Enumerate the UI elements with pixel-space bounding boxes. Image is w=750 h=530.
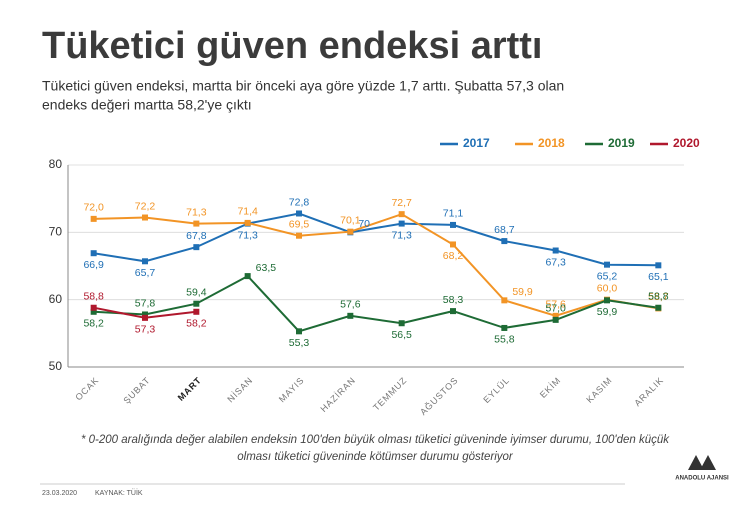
data-label: 72,7 [391, 197, 412, 209]
data-label: 57,6 [545, 299, 566, 311]
data-label: 57,6 [340, 299, 361, 311]
point-marker [142, 214, 148, 221]
data-label: 67,8 [186, 230, 207, 242]
point-marker [604, 261, 610, 268]
series-line [93, 212, 659, 267]
data-label: 71,3 [237, 229, 258, 241]
data-label: 55,3 [289, 337, 310, 349]
point-marker [655, 262, 662, 269]
y-tick-label: 80 [49, 157, 63, 171]
point-marker [501, 297, 508, 304]
footnote: olması tüketici güveninde kötümser durum… [237, 451, 514, 463]
y-tick-label: 50 [49, 359, 63, 373]
point-marker [244, 273, 251, 280]
point-marker [296, 328, 302, 335]
data-label: 59,4 [186, 286, 207, 298]
data-label: 58,8 [648, 291, 669, 303]
data-label: 57,3 [135, 324, 156, 336]
data-label: 58,8 [83, 291, 104, 303]
y-tick-label: 70 [49, 225, 63, 239]
data-label: 56,5 [391, 329, 412, 341]
data-label: 60,0 [597, 282, 618, 294]
subtitle: endeks değeri martta 58,2'ye çıktı [42, 97, 252, 113]
data-label: 69,5 [289, 218, 310, 230]
point-marker [398, 320, 405, 327]
point-marker [552, 247, 559, 254]
data-label: 65,7 [135, 267, 156, 279]
point-marker [296, 210, 302, 217]
point-marker [552, 316, 559, 323]
data-label: 65,1 [648, 271, 669, 283]
data-label: 66,9 [83, 259, 104, 271]
point-marker [655, 304, 662, 311]
point-marker [90, 250, 97, 257]
point-marker [501, 324, 508, 331]
point-marker [90, 304, 97, 311]
legend-label: 2019 [608, 136, 635, 150]
data-label: 67,3 [545, 256, 566, 268]
data-label: 65,2 [597, 270, 618, 282]
source: KAYNAK: TÜİK [95, 488, 143, 497]
data-label: 70,1 [340, 214, 361, 226]
point-marker [347, 312, 354, 319]
point-marker [193, 220, 200, 227]
data-label: 58,2 [186, 318, 207, 330]
data-label: 58,2 [83, 318, 104, 330]
subtitle: Tüketici güven endeksi, martta bir öncek… [42, 78, 564, 94]
series-line [93, 213, 659, 317]
point-marker [142, 311, 148, 318]
point-marker [244, 219, 251, 226]
point-marker [347, 228, 354, 235]
title: Tüketici güven endeksi arttı [42, 25, 542, 67]
data-label: 72,2 [135, 200, 156, 212]
point-marker [90, 215, 97, 222]
data-label: 55,8 [494, 334, 515, 346]
point-marker [193, 244, 200, 251]
point-marker [450, 221, 456, 228]
data-label: 57,0 [545, 303, 566, 315]
data-label: 63,5 [256, 262, 277, 274]
data-label: 68,2 [443, 250, 464, 262]
legend-label: 2020 [673, 136, 700, 150]
logo-mark [688, 455, 716, 470]
data-label: 71,1 [443, 208, 464, 220]
point-marker [398, 220, 405, 227]
footnote: * 0-200 aralığında değer alabilen endeks… [81, 434, 670, 446]
point-marker [90, 308, 97, 315]
data-label: 58,7 [648, 291, 669, 303]
point-marker [501, 238, 508, 245]
data-label: 70 [358, 218, 370, 230]
data-label: 59,9 [597, 306, 618, 318]
legend-label: 2017 [463, 136, 490, 150]
date: 23.03.2020 [42, 490, 77, 497]
point-marker [296, 232, 302, 239]
point-marker [450, 308, 456, 315]
data-label: 71,3 [391, 229, 412, 241]
point-marker [552, 312, 559, 319]
data-label: 72,8 [289, 196, 310, 208]
data-label: 57,8 [135, 297, 156, 309]
y-tick-label: 60 [49, 292, 63, 306]
data-label: 71,4 [237, 206, 258, 218]
logo-text: ANADOLU AJANSI [675, 476, 729, 482]
series-line [93, 274, 659, 333]
data-label: 59,9 [512, 286, 533, 298]
data-label: 68,7 [494, 224, 515, 236]
data-label: 72,0 [83, 202, 104, 214]
point-marker [142, 258, 148, 265]
point-marker [604, 297, 610, 304]
point-marker [142, 314, 148, 321]
point-marker [398, 211, 405, 218]
point-marker [193, 308, 200, 315]
data-label: 58,3 [443, 294, 464, 306]
legend-label: 2018 [538, 136, 565, 150]
point-marker [450, 241, 456, 248]
data-label: 71,3 [186, 206, 207, 218]
point-marker [193, 300, 200, 307]
